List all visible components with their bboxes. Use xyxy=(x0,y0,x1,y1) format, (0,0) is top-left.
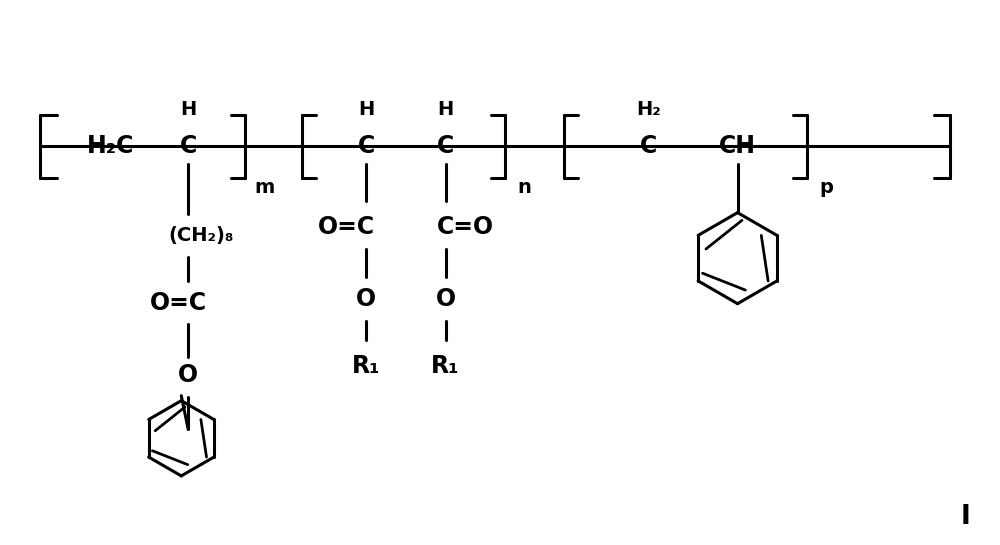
Text: H: H xyxy=(358,100,375,119)
Text: O: O xyxy=(178,363,198,387)
Text: O: O xyxy=(356,287,376,311)
Text: n: n xyxy=(518,178,532,197)
Text: (CH₂)₈: (CH₂)₈ xyxy=(168,226,234,245)
Text: H: H xyxy=(180,100,196,119)
Text: O=C: O=C xyxy=(150,290,207,314)
Text: C: C xyxy=(358,134,375,158)
Text: R₁: R₁ xyxy=(352,354,381,378)
Text: p: p xyxy=(820,178,834,197)
Text: H₂C: H₂C xyxy=(87,134,135,158)
Text: C: C xyxy=(437,134,454,158)
Text: O=C: O=C xyxy=(318,215,375,239)
Text: I: I xyxy=(960,505,970,530)
Text: R₁: R₁ xyxy=(431,354,460,378)
Text: C: C xyxy=(180,134,197,158)
Text: m: m xyxy=(254,178,275,197)
Text: C: C xyxy=(640,134,657,158)
Text: H₂: H₂ xyxy=(636,100,661,119)
Text: C=O: C=O xyxy=(437,215,494,239)
Text: H: H xyxy=(437,100,454,119)
Text: O: O xyxy=(435,287,456,311)
Text: CH: CH xyxy=(719,134,756,158)
